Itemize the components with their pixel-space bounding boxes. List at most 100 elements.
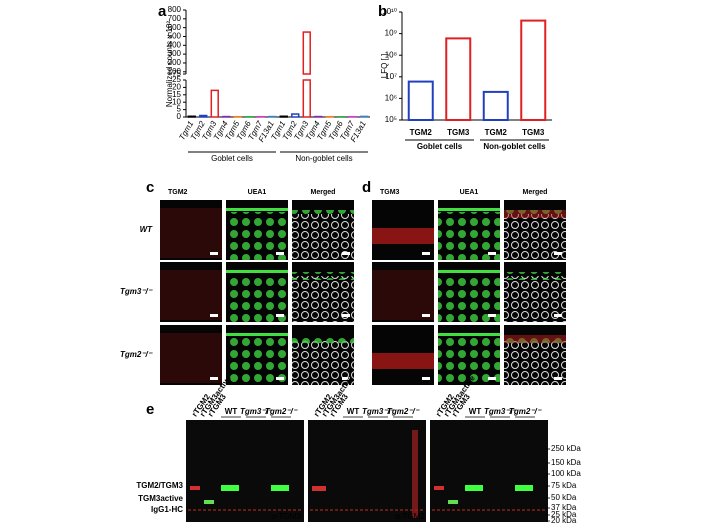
group-label: Non-goblet cells: [295, 154, 352, 163]
scale-bar: [422, 314, 430, 317]
genotype-label: Tgm3⁻/⁻: [362, 407, 395, 416]
genotype-label: Tgm3⁻/⁻: [484, 407, 517, 416]
marker-label: 75 kDa: [551, 481, 577, 490]
scale-bar: [210, 314, 218, 317]
panel-label: a: [158, 3, 167, 20]
blot: [186, 420, 304, 522]
y-tick-label: 5: [177, 105, 182, 114]
bar: [302, 31, 311, 75]
genotype-label: WT: [469, 407, 482, 416]
y-tick-label: 10¹⁰: [382, 7, 397, 16]
micrograph: [160, 200, 222, 260]
scale-bar: [554, 377, 562, 380]
stain: [372, 353, 434, 369]
x-tick-label: TGM2: [410, 128, 433, 137]
column-label: Merged: [311, 189, 336, 196]
genotype-label: Tgm2⁻/⁻: [265, 407, 298, 416]
scale-bar: [488, 314, 496, 317]
row-label: Tgm3⁻/⁻: [120, 287, 153, 296]
bar: [407, 80, 434, 121]
marker-label: 150 kDa: [551, 458, 581, 467]
marker-label: 20 kDa: [551, 516, 577, 525]
stain: [438, 270, 500, 273]
panel-label: d: [362, 179, 371, 196]
bar: [302, 79, 311, 118]
band-label: TGM2/TGM3: [136, 481, 183, 490]
band: [190, 486, 200, 490]
y-tick-label: 700: [168, 14, 182, 23]
y-tick-label: 75: [172, 69, 181, 78]
stain: [226, 208, 288, 211]
bar: [520, 19, 547, 121]
y-tick-label: 25: [172, 75, 181, 84]
micrograph: [160, 325, 222, 385]
y-tick-label: 10⁷: [385, 72, 397, 81]
row-label: WT: [140, 225, 154, 234]
stain: [226, 333, 288, 336]
y-tick-label: 300: [168, 49, 182, 58]
antibody-label: α-TGM3: [271, 512, 301, 521]
y-tick-label: 200: [168, 58, 182, 67]
panel-label: e: [146, 401, 154, 418]
stain: [160, 208, 222, 258]
stain: [160, 270, 222, 320]
genotype-label: Tgm3⁻/⁻: [240, 407, 273, 416]
stain: [226, 270, 288, 273]
y-tick-label: 800: [168, 5, 182, 14]
group-label: Goblet cells: [211, 154, 253, 163]
stain: [504, 210, 566, 218]
group-label: Goblet cells: [417, 142, 463, 151]
scale-bar: [342, 252, 350, 255]
band: [221, 485, 239, 491]
column-label: TGM3: [380, 189, 400, 196]
y-tick-label: 600: [168, 23, 182, 32]
scale-bar: [210, 377, 218, 380]
scale-bar: [342, 314, 350, 317]
scale-bar: [276, 252, 284, 255]
bar: [279, 115, 288, 118]
scale-bar: [422, 252, 430, 255]
marker-label: 25 kDa: [551, 510, 577, 519]
y-tick-label: 10⁸: [385, 50, 397, 59]
bar: [291, 113, 300, 118]
bar: [199, 114, 208, 118]
stain: [372, 270, 434, 320]
genotype-label: Tgm2⁻/⁻: [509, 407, 542, 416]
band-label: TGM3active: [138, 494, 183, 503]
bar: [445, 37, 472, 122]
genotype-label: WT: [225, 407, 238, 416]
band: [515, 485, 533, 491]
band: [204, 500, 214, 504]
band: [434, 486, 444, 490]
band: [312, 486, 326, 491]
band: [412, 430, 418, 518]
scale-bar: [342, 377, 350, 380]
y-tick-label: 10⁹: [385, 29, 397, 38]
y-tick-label: 0: [177, 112, 182, 121]
panel-label: b: [378, 3, 387, 20]
blot: [308, 420, 426, 522]
stain: [504, 335, 566, 343]
band: [465, 485, 483, 491]
blot: [430, 420, 548, 522]
bar: [360, 115, 369, 118]
band: [271, 485, 289, 491]
stain: [160, 333, 222, 383]
panel-label: c: [146, 179, 154, 196]
stain: [438, 208, 500, 211]
stain: [438, 333, 500, 336]
stain: [292, 335, 354, 343]
y-axis-label: Normalized counts x 10²: [165, 21, 174, 108]
column-label: Merged: [523, 189, 548, 196]
x-tick-label: TGM3: [522, 128, 545, 137]
scale-bar: [488, 377, 496, 380]
band: [448, 500, 458, 504]
y-tick-label: 20: [172, 83, 181, 92]
scale-bar: [422, 377, 430, 380]
bar: [210, 89, 219, 118]
column-label: TGM2: [168, 189, 188, 196]
scale-bar: [554, 314, 562, 317]
y-tick-label: 10⁵: [385, 115, 397, 124]
y-axis-label: LFQ [ ]: [380, 54, 389, 78]
